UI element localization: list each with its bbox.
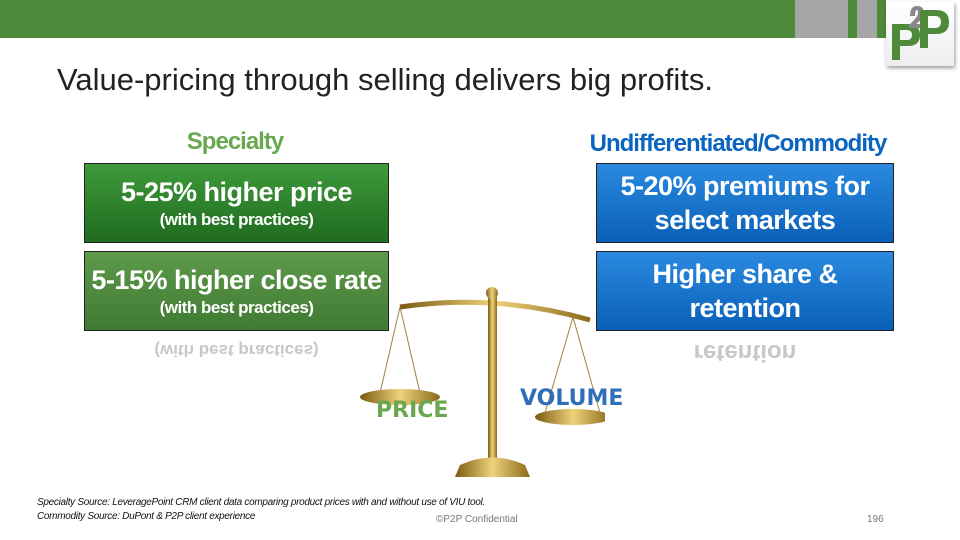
box-main-text: 5-25% higher price — [120, 177, 353, 207]
box-line: select markets — [654, 205, 836, 235]
commodity-box-premiums: 5-20% premiums for select markets — [596, 163, 894, 243]
box-sub-text: (with best practices) — [159, 210, 314, 229]
source-notes: Specialty Source: LeveragePoint CRM clie… — [37, 496, 485, 524]
box-line: Higher share & — [652, 259, 838, 289]
specialty-box-price: 5-25% higher price (with best practices) — [84, 163, 389, 243]
page-number: 196 — [867, 514, 884, 525]
box-sub-text: (with best practices) — [159, 298, 314, 317]
header-bar-stripe — [877, 0, 886, 38]
volume-label: VOLUME — [520, 386, 624, 411]
header-bar-stripe — [848, 0, 857, 38]
header-bar — [0, 0, 795, 38]
header-bar-gray — [857, 0, 877, 38]
commodity-source: Commodity Source: DuPont & P2P client ex… — [37, 511, 256, 522]
slide-title: Value-pricing through selling delivers b… — [57, 62, 713, 97]
specialty-reflection: (with best practices) — [154, 341, 319, 360]
balance-scale-icon — [360, 287, 605, 477]
commodity-reflection: retention — [693, 339, 797, 366]
confidential-label: ©P2P Confidential — [436, 514, 518, 525]
p2p-logo — [886, 2, 954, 66]
box-main-text: 5-15% higher close rate — [91, 265, 382, 295]
box-line: 5-20% premiums for — [620, 171, 870, 201]
header-bar-gray — [795, 0, 848, 38]
box-line: retention — [689, 293, 801, 323]
specialty-heading: Specialty — [186, 128, 284, 155]
price-label: PRICE — [376, 398, 449, 423]
specialty-box-close-rate: 5-15% higher close rate (with best pract… — [84, 251, 389, 331]
commodity-box-share: Higher share & retention — [596, 251, 894, 331]
specialty-source: Specialty Source: LeveragePoint CRM clie… — [37, 497, 485, 508]
commodity-heading: Undifferentiated/Commodity — [589, 130, 888, 157]
